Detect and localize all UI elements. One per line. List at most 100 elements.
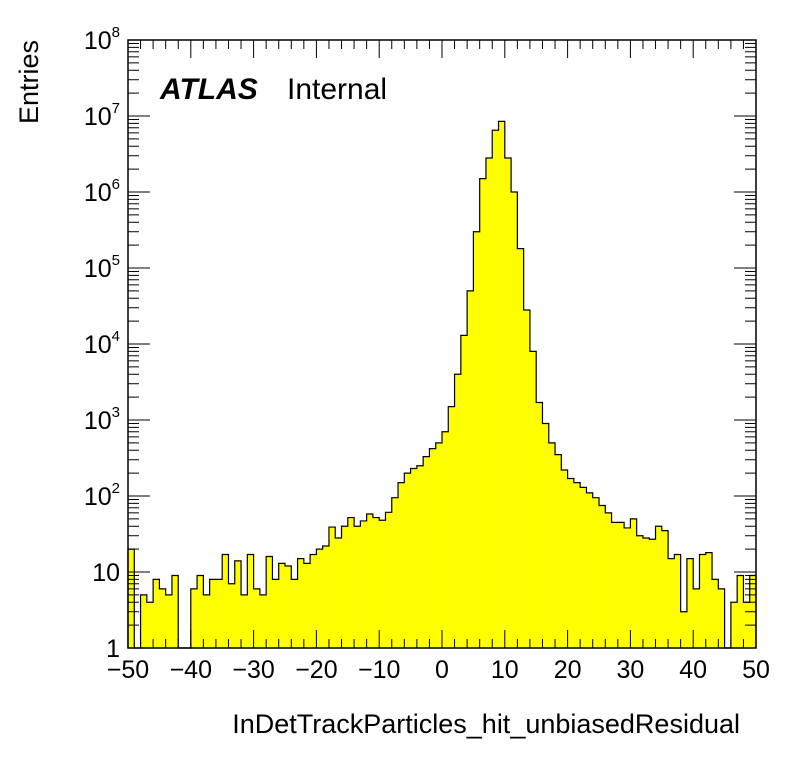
histogram-bin	[485, 158, 493, 648]
histogram-bin	[642, 538, 650, 648]
histogram-bin	[197, 575, 204, 648]
histogram-bin	[272, 579, 280, 648]
x-tick-label: 40	[679, 656, 707, 684]
histogram-bin	[316, 549, 323, 648]
histogram-bin	[617, 522, 625, 648]
x-tick-label: 50	[742, 656, 770, 684]
histogram-bin	[473, 231, 480, 649]
x-tick-label: −50	[107, 656, 149, 684]
histogram-bin	[548, 442, 556, 648]
histogram-bin	[435, 442, 443, 648]
histogram-bin	[718, 588, 725, 648]
histogram-bin	[636, 535, 644, 648]
histogram-bin	[429, 448, 437, 648]
x-tick-label: −30	[232, 656, 274, 684]
histogram-bin	[328, 527, 336, 648]
x-axis-ticks	[127, 40, 757, 648]
histogram-bin	[567, 478, 575, 648]
histogram-bin	[523, 310, 531, 648]
histogram-bin	[259, 594, 267, 648]
histogram-bin	[467, 290, 474, 648]
y-tick-label: 103	[84, 404, 120, 435]
histogram-bin	[492, 130, 499, 649]
y-tick-label: 1	[106, 635, 120, 663]
histogram-bin	[335, 538, 342, 648]
histogram-bin	[203, 594, 210, 648]
histogram-bin	[599, 505, 606, 648]
x-tick-label: 0	[435, 656, 449, 684]
histogram-bin	[209, 579, 217, 648]
histogram-bin	[366, 513, 374, 648]
y-tick-label: 102	[84, 480, 120, 511]
histogram-bin	[310, 554, 317, 648]
histogram-bin	[649, 539, 656, 648]
histogram-bin	[460, 335, 468, 648]
x-tick-label: −20	[295, 656, 337, 684]
histogram-bin	[379, 520, 386, 648]
x-axis-title: InDetTrackParticles_hit_unbiasedResidual	[232, 709, 740, 739]
histogram-bin	[190, 588, 198, 648]
histogram-bin	[668, 558, 675, 648]
histogram-bin	[705, 552, 713, 648]
histogram-bin	[542, 423, 550, 648]
histogram-bin	[555, 454, 562, 648]
x-tick-labels: −50 −40 −30 −20 −10 0 10 20 30 40 50	[107, 656, 770, 684]
histogram-bin	[580, 487, 587, 648]
histogram-bin	[404, 473, 411, 648]
x-tick-label: −10	[358, 656, 400, 684]
histogram-bin	[661, 530, 669, 648]
histogram-bin	[372, 517, 380, 648]
histogram-bin	[442, 431, 449, 648]
histogram-bin	[416, 465, 424, 648]
histogram-bin	[504, 158, 512, 648]
x-tick-label: 30	[616, 656, 644, 684]
x-tick-label: 10	[491, 656, 519, 684]
histogram-bin	[241, 594, 248, 648]
histogram-bars	[128, 121, 757, 649]
histogram-bin	[680, 611, 688, 648]
histogram-bin	[498, 121, 506, 649]
histogram-bin	[291, 579, 298, 648]
histogram-bin	[448, 406, 455, 648]
y-tick-label: 106	[84, 176, 120, 207]
histogram-bin	[360, 520, 367, 648]
histogram-bin	[655, 526, 663, 648]
histogram-bin	[737, 575, 744, 648]
histogram-bin	[140, 594, 148, 648]
histogram-bin	[529, 351, 537, 648]
histogram-bin	[322, 545, 330, 648]
y-tick-label: 105	[84, 252, 120, 283]
histogram-bin	[517, 248, 524, 648]
histogram-bin	[611, 522, 619, 648]
histogram-bin	[686, 558, 694, 648]
histogram-bin	[266, 556, 273, 648]
histogram-bin	[146, 602, 154, 648]
histogram-outline	[127, 120, 757, 649]
histogram-bin	[247, 554, 254, 648]
histogram-bin	[712, 579, 719, 648]
histogram-bin	[693, 588, 700, 648]
histogram-bin	[674, 554, 681, 648]
histogram-bin	[511, 192, 518, 648]
histogram-bin	[605, 512, 612, 648]
histogram-bin	[278, 563, 286, 648]
histogram-bin	[347, 517, 355, 648]
x-tick-label: 20	[554, 656, 582, 684]
histogram-bin	[561, 469, 568, 648]
y-tick-label: 104	[84, 328, 120, 359]
histogram-bin	[153, 579, 160, 648]
histogram-bin	[222, 554, 229, 648]
histogram-bin	[398, 482, 405, 648]
histogram-bin	[128, 549, 135, 648]
y-tick-labels: 1 10 102 103 104 105 106 107 108	[84, 24, 120, 663]
histogram-bin	[586, 492, 594, 648]
histogram-bin	[171, 575, 179, 648]
y-tick-label: 10	[92, 559, 120, 587]
y-tick-label: 107	[84, 100, 120, 131]
histogram-bin	[391, 497, 399, 648]
y-axis-title: Entries	[14, 40, 44, 124]
histogram-bin	[234, 560, 242, 648]
histogram-bin	[730, 602, 738, 648]
x-tick-label: −40	[170, 656, 212, 684]
